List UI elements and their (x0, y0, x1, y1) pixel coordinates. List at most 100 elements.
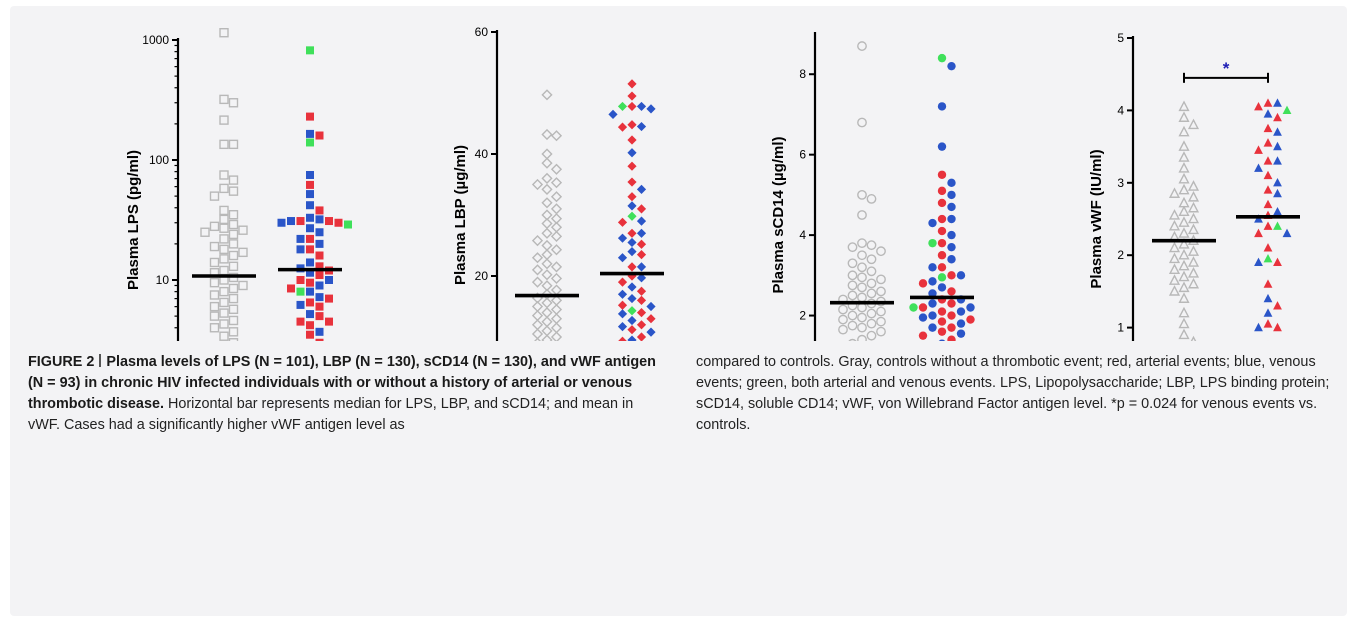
panel-3-point-control (847, 270, 858, 281)
panel-4-point-control (1168, 241, 1181, 253)
panel-3-point-arterial (947, 299, 956, 308)
panel-2-point-control (550, 130, 563, 142)
panel-4-point-arterial (1273, 322, 1282, 332)
panel-3-point-venous (947, 61, 956, 71)
panel-4-point-control (1178, 162, 1190, 173)
caption-right-column: compared to controls. Gray, controls wit… (696, 352, 1336, 436)
panel-3-point-venous (928, 289, 937, 298)
panel-2-y-tick-label: 20 (475, 269, 489, 283)
panel-2-point-control (531, 264, 544, 276)
panel-1-point-control (209, 311, 220, 321)
panel-1-point-control (238, 247, 248, 258)
caption-body-right: compared to controls. Gray, controls wit… (696, 354, 1330, 433)
panel-3-point-control (847, 290, 858, 301)
panel-4-point-control (1178, 306, 1190, 318)
panel-1-point-control (228, 250, 239, 261)
panel-4-point-control (1178, 111, 1190, 122)
panel-1-point-control (238, 225, 248, 235)
panel-2-point-control (541, 157, 553, 169)
panel-2-point-control (550, 313, 563, 325)
panel-4-point-venous (1263, 293, 1273, 303)
panel-4-point-venous (1254, 322, 1263, 332)
panel-3-y-tick-label: 4 (799, 228, 806, 242)
panel-2-point-venous (636, 216, 647, 226)
panel-1-point-control (228, 98, 239, 108)
panel-4-point-control (1168, 252, 1181, 264)
panel-1-point-control (228, 327, 239, 337)
panel-4-point-arterial (1263, 199, 1273, 209)
panel-1-point-control (209, 323, 220, 333)
panel-2-point-control (550, 163, 563, 175)
panel-2-point-control (541, 227, 553, 239)
panel-1-point-both (306, 138, 314, 147)
panel-2-point-both (627, 211, 637, 221)
panel-3-point-arterial (966, 315, 975, 324)
panel-1-point-arterial (325, 294, 333, 303)
panel-4-point-control (1178, 248, 1190, 260)
panel-4-point-venous (1254, 163, 1263, 172)
panel-4-point-control (1168, 209, 1181, 220)
panel-3-point-control (847, 258, 858, 269)
panel-4-point-control (1178, 125, 1190, 137)
panel-3-point-venous (947, 230, 956, 240)
panel-1-point-arterial (296, 276, 305, 284)
panel-1-point-control (228, 338, 239, 341)
panel-3-point-arterial (937, 317, 947, 326)
panel-3-point-venous (937, 142, 947, 151)
panel-1-point-control (219, 244, 229, 255)
panel-4-point-arterial (1273, 301, 1282, 310)
panel-1-point-control (209, 257, 220, 268)
panel-4-point-control (1178, 328, 1190, 340)
panel-3-point-control (838, 324, 848, 335)
panel-1-point-control (228, 175, 239, 185)
panel-4-point-control (1168, 285, 1181, 296)
panel-2-point-control (541, 325, 553, 337)
panel-1-point-venous (315, 293, 324, 302)
panel-2-point-control (550, 177, 563, 189)
panel-1-point-control (209, 290, 220, 300)
panel-1-point-arterial (315, 271, 324, 280)
panel-2-point-venous (617, 253, 628, 263)
panel-1-point-venous (315, 228, 324, 237)
panel-1-point-control (228, 229, 239, 240)
panel-1-point-arterial (315, 302, 324, 311)
panel-1-point-control (228, 219, 239, 230)
panel-2-point-both (617, 101, 628, 112)
panel-1-point-arterial (306, 278, 314, 287)
panel-2-point-control (550, 284, 563, 296)
panel-3-point-venous (928, 277, 937, 286)
panel-4-point-venous (1273, 98, 1282, 107)
panel-2-point-venous (627, 247, 637, 257)
panel-3-point-arterial (937, 263, 947, 272)
panel-1-point-arterial (306, 180, 314, 189)
panel-4-point-arterial (1254, 145, 1263, 154)
panel-4-point-arterial (1263, 319, 1273, 328)
panel-3-point-control (866, 330, 877, 341)
panel-1-point-control (219, 297, 229, 308)
panel-3-point-control (857, 41, 867, 51)
panel-1-point-venous (315, 327, 324, 336)
panel-2-point-venous (636, 184, 647, 194)
panel-1-point-venous (306, 213, 314, 222)
panel-3-point-control (847, 320, 858, 331)
panel-1-point-both (296, 287, 305, 296)
panel-4-point-arterial (1263, 98, 1273, 107)
panel-2-point-control (541, 183, 553, 195)
panel-2-point-arterial (627, 325, 637, 335)
panel-1-point-control (219, 234, 229, 244)
panel-3-point-control (857, 322, 867, 333)
caption-left-column: FIGURE 2 Plasma levels of LPS (N = 101), … (28, 352, 668, 436)
panel-2-point-venous (636, 121, 647, 132)
panel-3-point-arterial (937, 226, 947, 236)
panel-4-point-control (1178, 100, 1190, 112)
panel-1-point-control (219, 205, 229, 216)
panel-3-point-control (876, 246, 886, 257)
panel-2-point-control (541, 258, 553, 270)
panel-1-point-arterial (296, 317, 305, 326)
panel-3-point-control (866, 278, 877, 289)
panel-3-point-arterial (947, 335, 956, 341)
panel-1-point-arterial (306, 321, 314, 330)
panel-4-point-control (1178, 292, 1190, 303)
panel-2-point-control (550, 331, 563, 341)
panel-4-point-control (1178, 281, 1190, 293)
